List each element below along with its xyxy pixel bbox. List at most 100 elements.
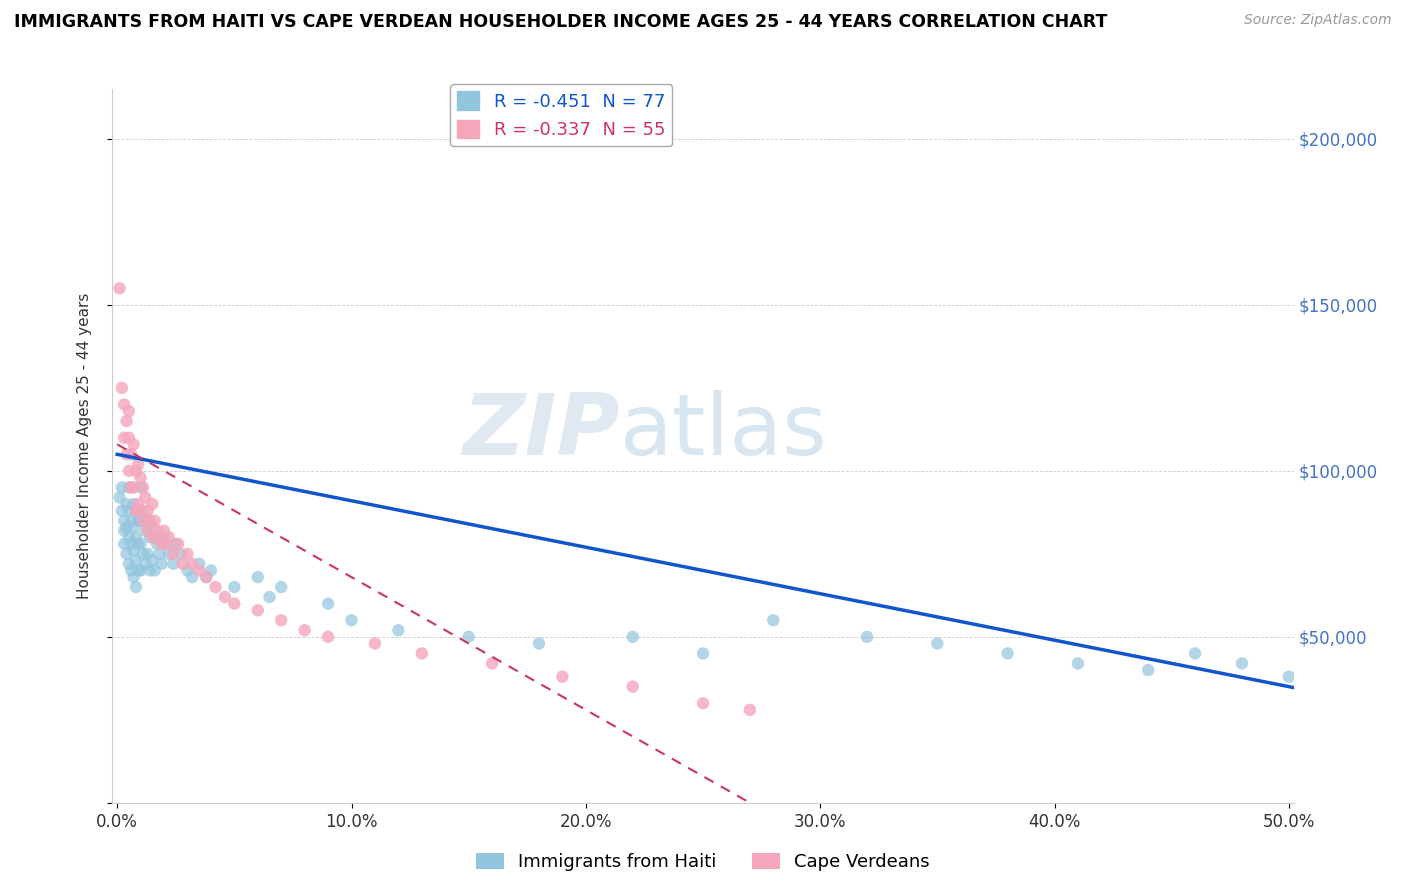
Point [112, 524, 135, 538]
Point [246, 603, 269, 617]
Point [111, 504, 134, 518]
Text: IMMIGRANTS FROM HAITI VS CAPE VERDEAN HOUSEHOLDER INCOME AGES 25 - 44 YEARS CORR: IMMIGRANTS FROM HAITI VS CAPE VERDEAN HO… [14, 13, 1108, 31]
Point [136, 524, 159, 538]
Y-axis label: Householder Income Ages 25 - 44 years: Householder Income Ages 25 - 44 years [77, 293, 91, 599]
Point [162, 547, 184, 561]
Point [1230, 657, 1253, 671]
Point [111, 481, 134, 495]
Text: ZIP: ZIP [463, 390, 620, 474]
Point [139, 530, 162, 544]
Point [214, 590, 236, 604]
Point [153, 524, 176, 538]
Point [141, 497, 163, 511]
Point [118, 464, 141, 478]
Point [224, 597, 246, 611]
Point [125, 580, 148, 594]
Point [150, 557, 173, 571]
Point [125, 464, 148, 478]
Point [122, 570, 145, 584]
Point [118, 557, 141, 571]
Point [120, 564, 142, 578]
Point [927, 636, 949, 650]
Point [134, 524, 156, 538]
Point [125, 504, 148, 518]
Point [270, 613, 292, 627]
Point [118, 504, 141, 518]
Point [1184, 647, 1206, 661]
Point [118, 404, 141, 418]
Point [132, 514, 155, 528]
Point [621, 680, 644, 694]
Point [157, 530, 180, 544]
Point [115, 414, 138, 428]
Point [997, 647, 1019, 661]
Point [111, 381, 134, 395]
Point [621, 630, 644, 644]
Point [1278, 670, 1301, 684]
Point [120, 447, 142, 461]
Point [132, 504, 155, 518]
Text: atlas: atlas [620, 390, 828, 474]
Point [181, 557, 204, 571]
Point [115, 520, 138, 534]
Point [120, 537, 142, 551]
Point [169, 547, 191, 561]
Point [143, 564, 166, 578]
Point [143, 514, 166, 528]
Point [118, 530, 141, 544]
Point [129, 504, 152, 518]
Point [270, 580, 292, 594]
Point [141, 530, 163, 544]
Point [125, 504, 148, 518]
Legend: Immigrants from Haiti, Cape Verdeans: Immigrants from Haiti, Cape Verdeans [470, 846, 936, 879]
Point [122, 497, 145, 511]
Point [122, 481, 145, 495]
Point [387, 624, 409, 638]
Point [112, 537, 135, 551]
Point [112, 514, 135, 528]
Point [129, 514, 152, 528]
Point [153, 530, 176, 544]
Point [118, 431, 141, 445]
Point [172, 557, 194, 571]
Point [165, 537, 187, 551]
Point [340, 613, 363, 627]
Point [139, 564, 162, 578]
Point [122, 437, 145, 451]
Point [112, 431, 135, 445]
Point [108, 281, 131, 295]
Point [692, 696, 714, 710]
Point [112, 397, 135, 411]
Point [316, 597, 339, 611]
Point [1067, 657, 1090, 671]
Point [200, 564, 222, 578]
Point [481, 657, 503, 671]
Point [134, 557, 156, 571]
Point [129, 470, 152, 484]
Point [129, 481, 152, 495]
Point [146, 524, 169, 538]
Point [127, 564, 149, 578]
Point [136, 514, 159, 528]
Point [1137, 663, 1160, 677]
Point [129, 537, 152, 551]
Point [148, 547, 170, 561]
Point [364, 636, 387, 650]
Point [141, 553, 163, 567]
Point [132, 547, 155, 561]
Point [762, 613, 785, 627]
Point [167, 537, 190, 551]
Point [692, 647, 714, 661]
Point [125, 530, 148, 544]
Point [246, 570, 269, 584]
Point [132, 481, 155, 495]
Point [411, 647, 433, 661]
Point [162, 557, 184, 571]
Text: Source: ZipAtlas.com: Source: ZipAtlas.com [1244, 13, 1392, 28]
Point [188, 557, 211, 571]
Point [195, 570, 218, 584]
Point [224, 580, 246, 594]
Point [856, 630, 879, 644]
Point [118, 481, 141, 495]
Point [120, 481, 142, 495]
